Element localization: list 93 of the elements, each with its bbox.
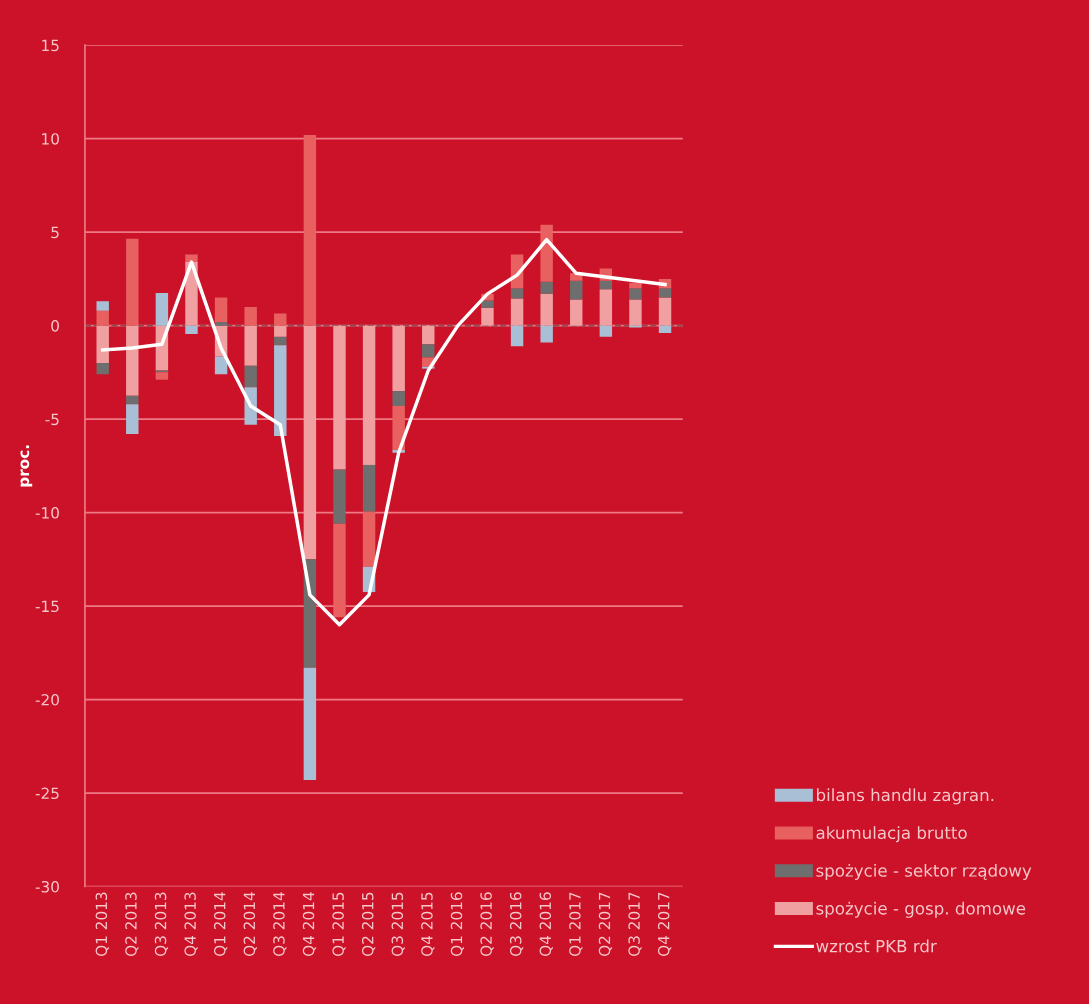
x-tick-label: Q1 2013 xyxy=(95,892,109,957)
bar xyxy=(126,404,139,435)
bar xyxy=(599,280,613,290)
bar xyxy=(155,372,169,380)
x-tick-label: Q2 2017 xyxy=(598,892,613,957)
bar xyxy=(362,511,376,567)
bar xyxy=(96,325,109,364)
x-tick-label: Q2 2013 xyxy=(125,892,139,957)
legend-label: akumulacja brutto xyxy=(816,826,967,843)
bar xyxy=(274,336,287,346)
x-tick-label: Q4 2014 xyxy=(302,892,317,957)
x-tick-label: Q1 2016 xyxy=(450,892,465,957)
bar xyxy=(392,325,405,392)
bar xyxy=(96,363,109,375)
bar xyxy=(392,391,405,407)
bar xyxy=(274,313,287,326)
bar xyxy=(570,299,583,326)
x-tick-label: Q3 2017 xyxy=(628,892,642,957)
bar xyxy=(540,224,553,282)
x-tick-label: Q3 2014 xyxy=(273,892,287,957)
bar xyxy=(599,325,613,337)
bar xyxy=(362,325,376,465)
bar xyxy=(422,325,435,345)
x-tick-label: Q1 2015 xyxy=(332,892,346,957)
bar xyxy=(658,325,672,334)
bar xyxy=(126,238,139,326)
x-tick-label: Q4 2016 xyxy=(539,892,553,957)
bar xyxy=(658,297,672,326)
y-tick-label: 5 xyxy=(51,226,59,239)
bar xyxy=(599,289,613,326)
x-tick-label: Q4 2015 xyxy=(421,892,435,957)
bar xyxy=(540,325,553,343)
bar xyxy=(126,395,139,405)
bar xyxy=(155,292,169,326)
y-axis-title: proc. xyxy=(20,445,33,487)
bar xyxy=(510,288,524,299)
bar xyxy=(244,365,257,388)
y-tick-label: 0 xyxy=(51,320,59,332)
x-tick-label: Q4 2017 xyxy=(657,892,672,957)
x-tick-label: Q3 2016 xyxy=(509,892,524,957)
legend-label: wzrost PKB rdr xyxy=(816,939,937,953)
bar xyxy=(303,325,317,560)
line-series xyxy=(100,237,667,627)
bar xyxy=(185,254,198,263)
bar xyxy=(658,288,672,298)
bar xyxy=(126,325,139,396)
bar xyxy=(333,469,346,524)
bar xyxy=(96,310,109,326)
y-tick-label: -20 xyxy=(35,694,59,706)
x-tick-label: Q2 2015 xyxy=(361,892,376,957)
bar xyxy=(214,356,228,375)
x-tick-label: Q1 2017 xyxy=(569,892,583,957)
bar xyxy=(392,406,405,450)
legend-label: spożycie - gosp. domowe xyxy=(816,901,1026,918)
legend-label: spożycie - sektor rządowy xyxy=(816,863,1032,881)
bar xyxy=(214,321,228,326)
bar xyxy=(333,325,346,470)
bar xyxy=(274,345,287,436)
y-tick-label: 15 xyxy=(42,39,59,52)
bar xyxy=(303,134,317,326)
bar xyxy=(422,344,435,358)
bar xyxy=(629,288,642,300)
bar xyxy=(96,301,109,311)
y-tick-label: 10 xyxy=(42,133,59,145)
bar xyxy=(303,667,317,780)
x-tick-label: Q2 2014 xyxy=(243,892,257,957)
bar xyxy=(629,299,642,326)
bar xyxy=(510,325,524,347)
y-tick-label: -25 xyxy=(35,787,59,800)
bar xyxy=(274,325,287,337)
bar xyxy=(481,307,494,326)
bar xyxy=(333,523,346,618)
x-tick-label: Q3 2013 xyxy=(154,892,169,957)
y-tick-label: -10 xyxy=(35,507,59,519)
bar xyxy=(362,464,376,512)
bar xyxy=(629,282,642,289)
bar xyxy=(244,325,257,366)
y-tick-label: -15 xyxy=(35,600,59,613)
bar xyxy=(481,300,494,308)
x-tick-label: Q3 2015 xyxy=(391,892,405,957)
y-tick-label: -5 xyxy=(45,413,59,426)
bar xyxy=(214,297,228,322)
x-tick-label: Q2 2016 xyxy=(480,892,494,957)
legend-label: bilans handlu zagran. xyxy=(817,788,994,805)
x-tick-label: Q1 2014 xyxy=(213,892,228,957)
x-tick-label: Q4 2013 xyxy=(184,892,198,957)
bar xyxy=(570,280,583,300)
bar xyxy=(540,293,553,326)
bar xyxy=(540,281,553,294)
bar xyxy=(185,325,198,335)
bar xyxy=(244,306,257,326)
bar xyxy=(510,298,524,326)
y-tick-label: -30 xyxy=(35,881,59,893)
